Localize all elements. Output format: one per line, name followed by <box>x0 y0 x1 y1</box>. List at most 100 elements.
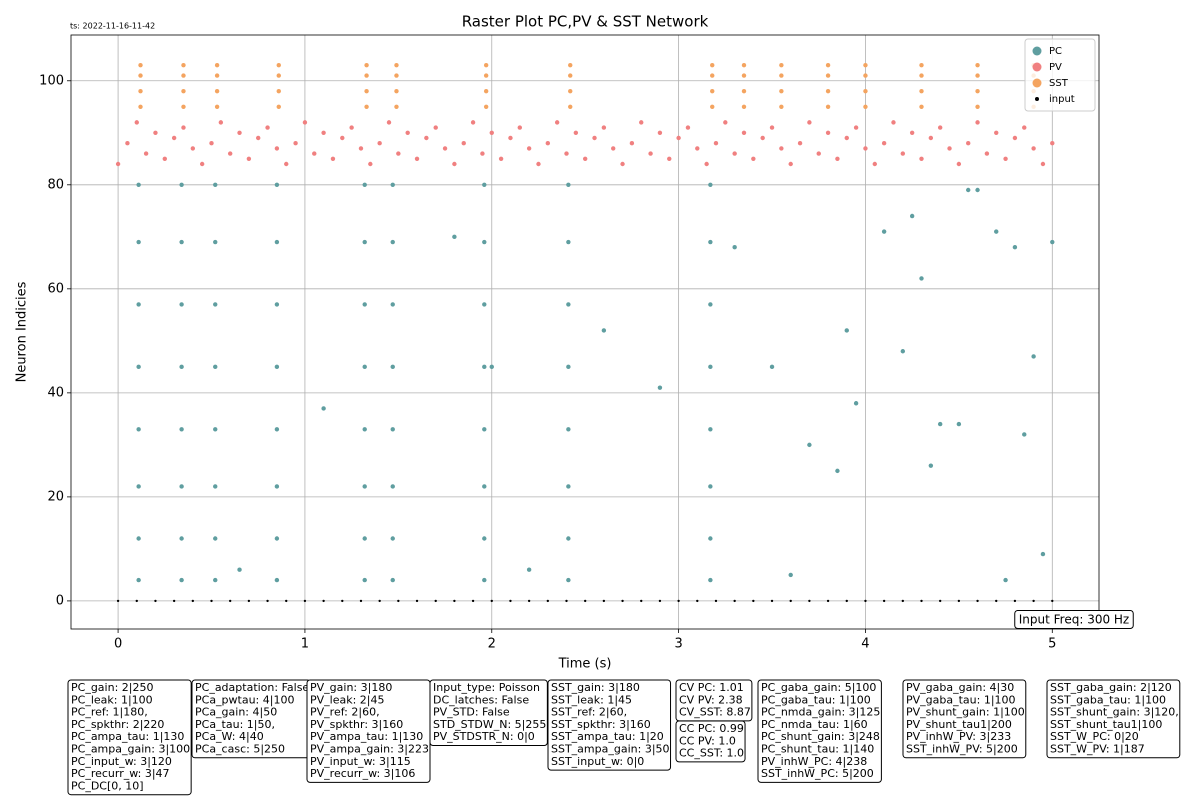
spike <box>919 104 924 109</box>
y-tick-label: 20 <box>47 489 64 504</box>
spike <box>390 239 395 245</box>
spike <box>266 599 269 603</box>
spike <box>566 484 571 489</box>
spike <box>209 140 214 146</box>
spike <box>134 120 139 125</box>
spike <box>844 135 849 141</box>
spike <box>667 156 672 161</box>
spike <box>546 599 550 603</box>
spike <box>424 135 429 141</box>
spike <box>470 120 476 125</box>
spike <box>340 135 345 141</box>
param-line: CV_SST: 8.87 <box>679 706 751 719</box>
param-line: PC_ampa_gain: 3|100 <box>71 743 190 756</box>
spike <box>143 151 149 156</box>
param-line: PV_shunt_gain: 1|100 <box>906 706 1025 719</box>
spike <box>568 104 573 109</box>
spike <box>853 401 859 406</box>
param-line: PC_nmda_tau: 1|60 <box>761 718 868 731</box>
param-box-frame <box>429 679 548 746</box>
param-line: SST_gain: 3|180 <box>551 681 640 694</box>
spike <box>136 577 141 583</box>
param-line: PV_gain: 3|180 <box>310 681 392 694</box>
spike <box>994 229 999 234</box>
y-tick-label: 80 <box>47 177 64 192</box>
spike <box>975 104 980 109</box>
spike <box>397 599 400 603</box>
spike <box>213 577 218 583</box>
spike <box>179 427 184 432</box>
spike <box>789 599 792 603</box>
param-line: PV_ampa_tau: 1|130 <box>310 730 423 743</box>
spike <box>741 88 747 94</box>
legend-label: SST <box>1049 78 1069 89</box>
param-box-frame <box>1046 679 1181 759</box>
spike <box>138 104 143 109</box>
spike <box>975 187 980 193</box>
spike <box>362 427 367 432</box>
spike <box>482 484 487 489</box>
spike <box>1031 146 1036 151</box>
spike <box>714 599 718 603</box>
spike <box>341 599 344 603</box>
spike <box>471 599 475 603</box>
spike <box>975 73 980 78</box>
y-axis-label: Neuron Indicies <box>15 281 30 382</box>
spike <box>566 427 571 432</box>
param-line: PV_inhW_PV: 3|233 <box>906 730 1011 743</box>
spike <box>1032 599 1035 603</box>
spike <box>1013 599 1017 603</box>
spike <box>210 599 213 603</box>
param-line: SST_shunt_gain: 3|120, <box>1050 706 1179 719</box>
chart-title: Raster Plot PC,PV & SST Network <box>462 13 709 31</box>
spike <box>179 182 184 188</box>
param-line: CV PC: 1.01 <box>679 681 744 694</box>
spike <box>779 146 784 151</box>
spike <box>788 572 793 578</box>
spike <box>901 599 905 603</box>
spike <box>452 161 457 167</box>
spike <box>695 146 700 151</box>
spike <box>227 151 233 156</box>
spike <box>602 599 606 603</box>
spike <box>937 125 943 130</box>
spike <box>601 328 607 333</box>
spike <box>362 302 367 307</box>
x-tick-label: 0 <box>114 637 122 652</box>
spike <box>378 599 381 603</box>
spike <box>708 364 713 370</box>
spike <box>274 577 280 583</box>
spike <box>611 146 616 151</box>
spike <box>769 125 775 130</box>
spike <box>364 73 369 78</box>
spike <box>853 125 859 130</box>
param-line: PCa_tau: 1|50, <box>195 718 275 731</box>
param-line: SST_W_PV: 1|187 <box>1050 743 1145 756</box>
spike <box>482 427 487 432</box>
spike <box>214 73 220 78</box>
spike <box>138 88 143 94</box>
spike <box>620 161 625 167</box>
spike <box>362 536 367 541</box>
param-line: PV_input_w: 3|115 <box>310 755 411 768</box>
spike <box>135 599 138 603</box>
spike <box>710 73 715 78</box>
spike <box>844 328 849 333</box>
x-tick-label: 2 <box>488 637 496 652</box>
param-line: SST_W_PC: 0|20 <box>1050 730 1139 743</box>
spike <box>1050 239 1055 245</box>
param-line: SST_shunt_tau1|100 <box>1050 718 1162 731</box>
spike <box>213 427 218 432</box>
spike <box>863 62 868 68</box>
spike <box>592 135 597 141</box>
spike <box>179 364 184 370</box>
param-line: PC_gaba_tau: 1|100 <box>761 693 871 706</box>
spike <box>797 140 803 146</box>
spike <box>490 599 493 603</box>
param-line: PV_ref: 2|60, <box>310 706 380 719</box>
spike <box>482 364 487 370</box>
spike <box>788 161 793 167</box>
